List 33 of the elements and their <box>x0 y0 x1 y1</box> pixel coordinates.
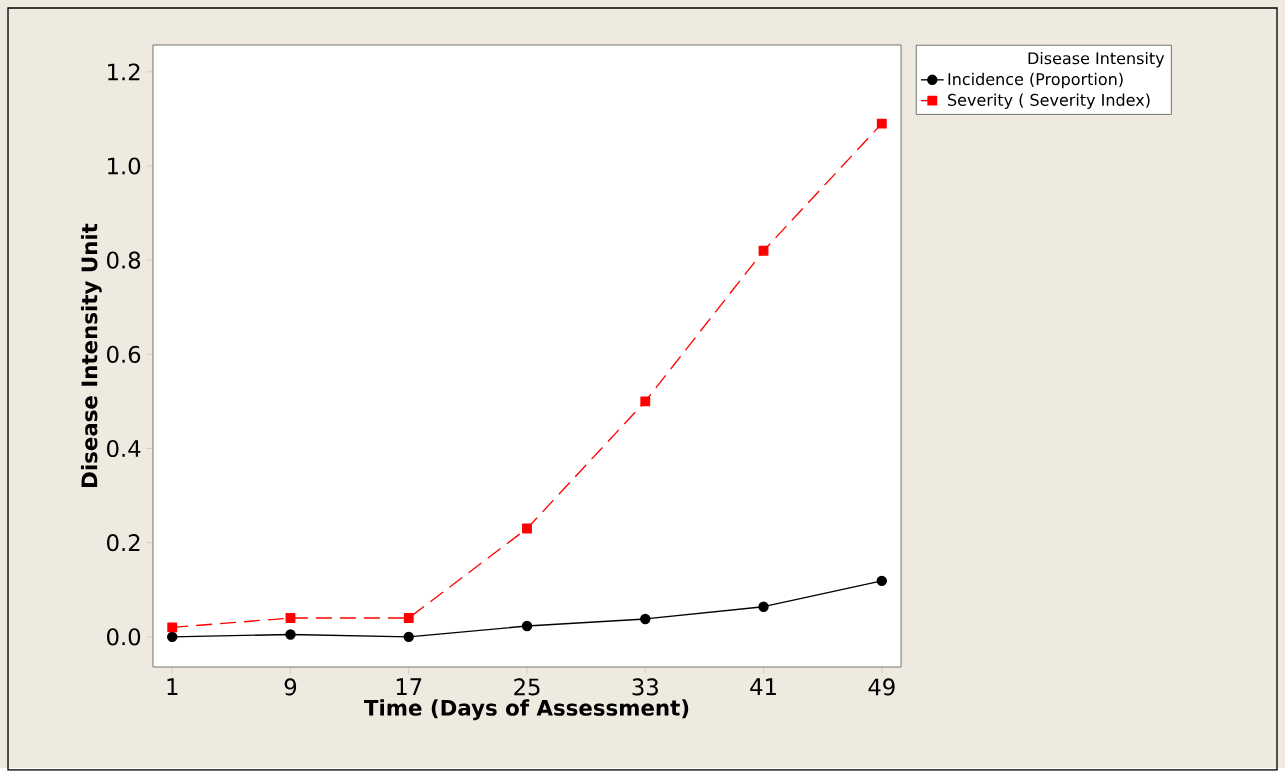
point <box>758 601 769 613</box>
x-tick-label: 33 <box>632 678 658 696</box>
point <box>758 245 769 256</box>
x-tick-label: 41 <box>750 678 776 696</box>
legend-label: Incidence (Proportion) <box>948 72 1123 89</box>
point <box>167 622 178 633</box>
legend-label: Severity ( Severity Index) <box>948 93 1150 110</box>
y-tick-label: 0.2 <box>107 534 140 552</box>
x-tick-label: 1 <box>167 678 178 696</box>
x-tick-label: 25 <box>514 678 540 696</box>
y-tick-label: 0.4 <box>107 440 141 458</box>
y-tick-label: 0.6 <box>107 345 141 364</box>
x-tick-label: 9 <box>284 678 297 696</box>
point <box>403 613 414 624</box>
point <box>285 613 296 624</box>
y-tick-label: 0.8 <box>107 251 141 269</box>
y-tick-label: 1.2 <box>108 63 140 81</box>
point <box>640 396 651 407</box>
y-tick-label: 1.0 <box>108 157 141 175</box>
x-tick-label: 17 <box>396 678 422 696</box>
legend-title: Disease Intensity <box>1028 52 1165 68</box>
point <box>522 523 532 534</box>
point <box>876 575 887 587</box>
x-axis-title: Time (Days of Assessment) <box>364 699 689 721</box>
point <box>640 613 651 625</box>
point <box>876 118 887 129</box>
point <box>285 629 296 640</box>
y-axis-title: Disease Intensity Unit <box>80 223 102 488</box>
point <box>521 620 533 632</box>
point <box>167 631 178 643</box>
y-tick-label: 0.0 <box>107 628 141 646</box>
x-tick-label: 49 <box>868 678 895 696</box>
point <box>403 631 414 643</box>
